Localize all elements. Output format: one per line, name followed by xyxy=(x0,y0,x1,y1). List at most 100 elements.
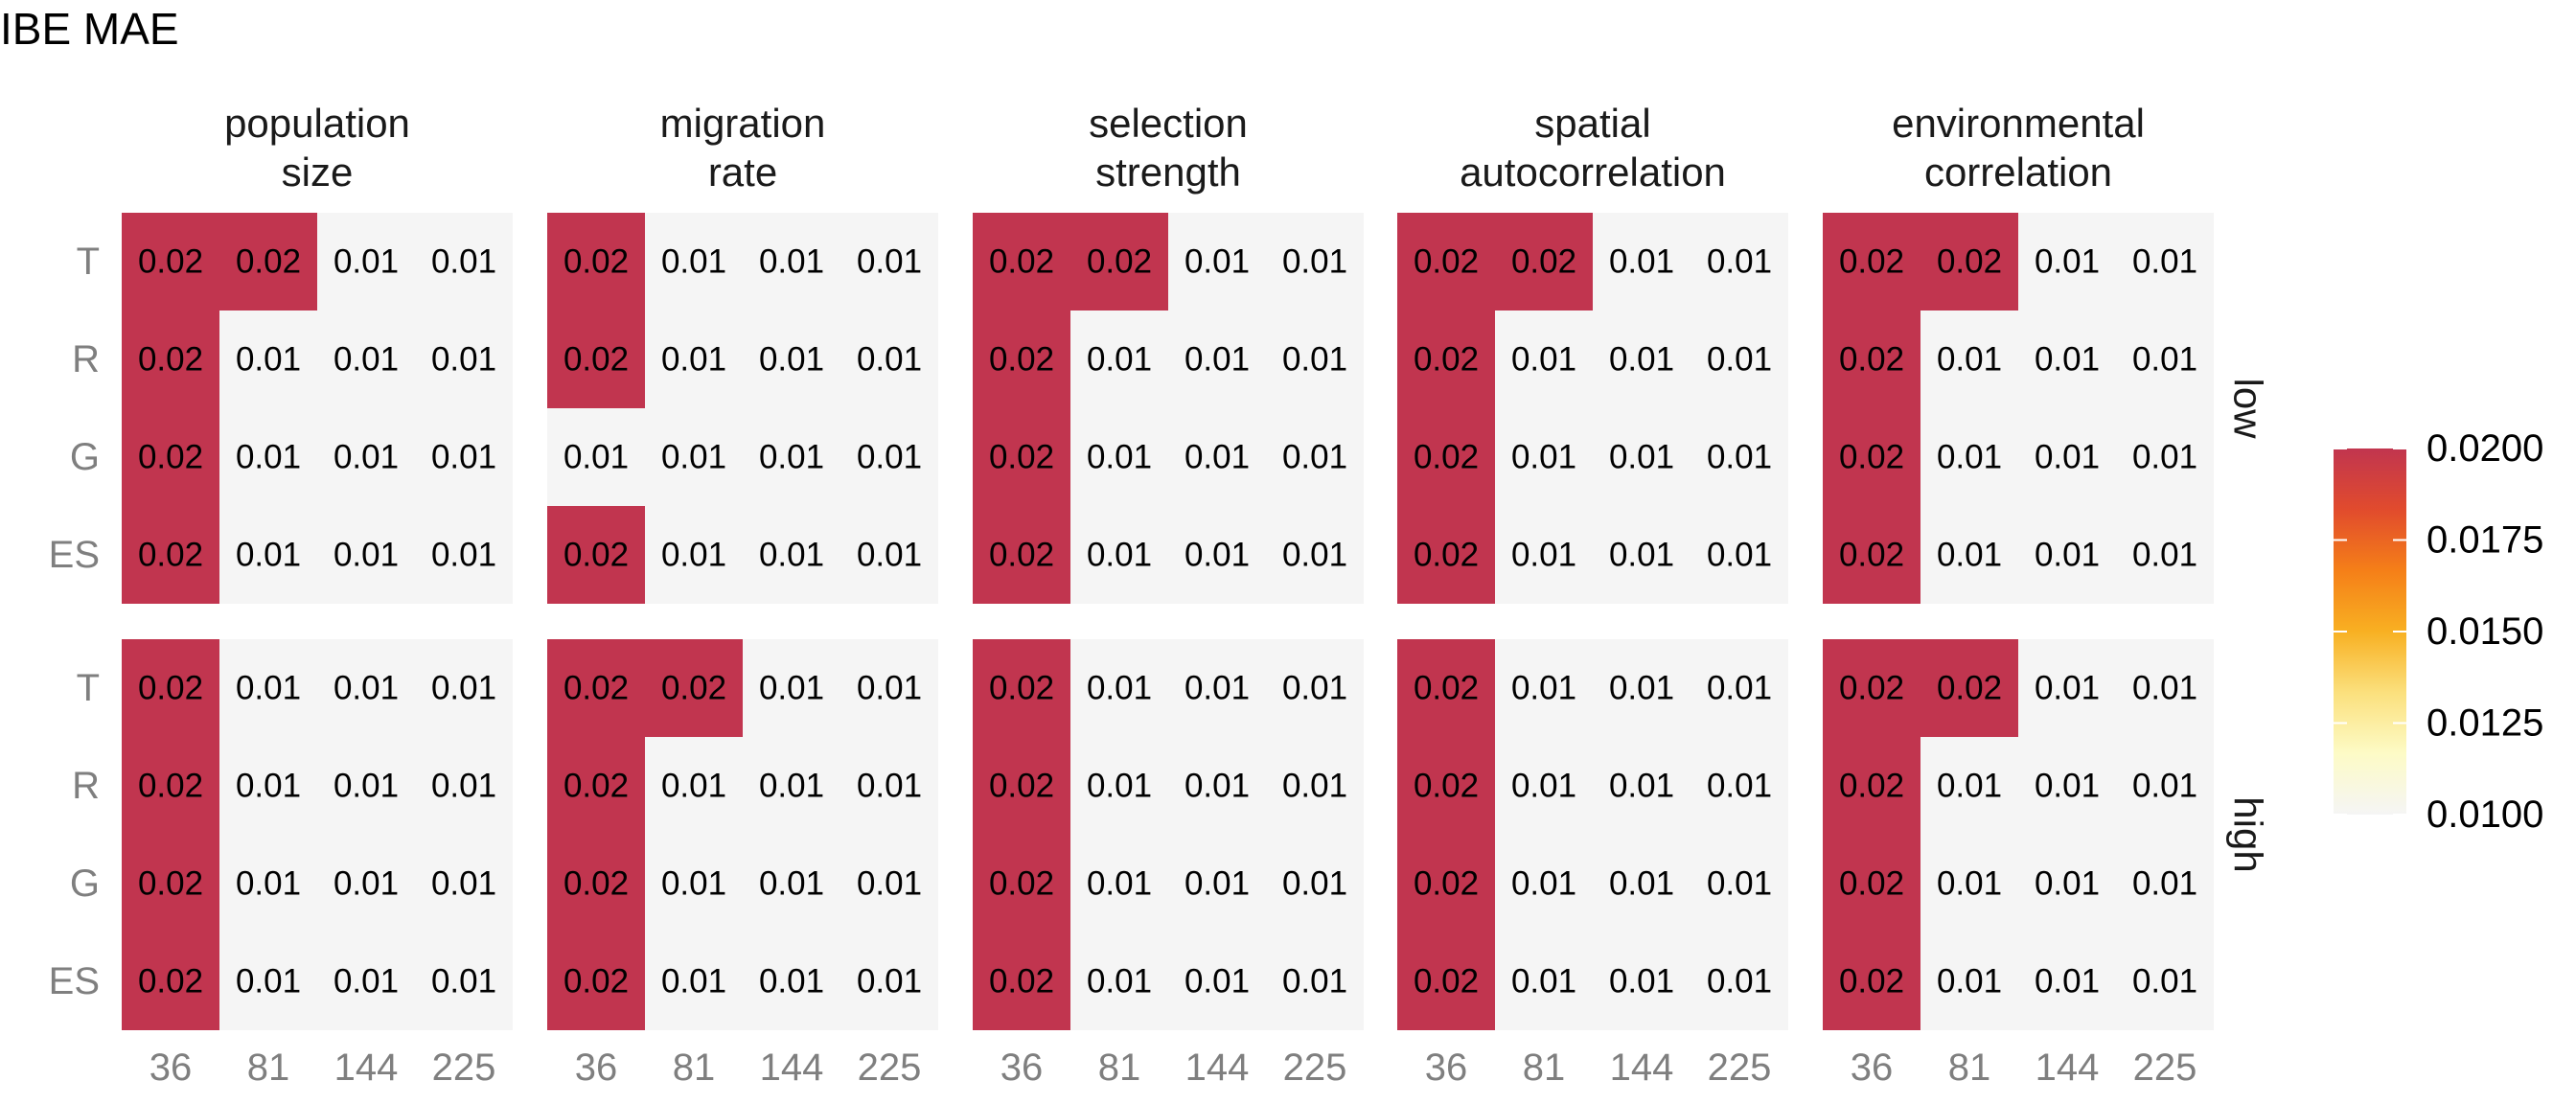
cell-value-label: 0.02 xyxy=(1414,768,1479,805)
heatmap-cell xyxy=(1168,408,1266,506)
cell-value-label: 0.02 xyxy=(989,243,1054,281)
heatmap-cell xyxy=(1823,310,1920,408)
heatmap-cell xyxy=(1397,737,1495,835)
heatmap-cell xyxy=(973,639,1070,737)
cell-value-label: 0.01 xyxy=(1937,768,2002,805)
cell-value-label: 0.01 xyxy=(2132,243,2197,281)
cell-value-label: 0.01 xyxy=(1937,341,2002,379)
heatmap-cell xyxy=(743,506,840,604)
cell-value-label: 0.01 xyxy=(431,537,496,574)
heatmap-cell xyxy=(743,835,840,932)
cell-value-label: 0.01 xyxy=(1087,537,1152,574)
cell-value-label: 0.02 xyxy=(138,963,203,1000)
heatmap-cell xyxy=(547,213,645,310)
cell-value-label: 0.02 xyxy=(1414,670,1479,707)
cell-value-label: 0.02 xyxy=(564,865,629,903)
x-tick-label-81: 81 xyxy=(673,1046,716,1089)
heatmap-cell xyxy=(547,506,645,604)
heatmap-cell xyxy=(1495,506,1593,604)
heatmap-cell xyxy=(2116,213,2214,310)
colorbar-label: 0.0175 xyxy=(2426,519,2543,562)
heatmap-cell xyxy=(317,310,415,408)
cell-value-label: 0.02 xyxy=(564,963,629,1000)
x-tick-label-144: 144 xyxy=(760,1046,824,1089)
heatmap-cell xyxy=(743,737,840,835)
cell-value-label: 0.01 xyxy=(2035,768,2100,805)
cell-value-label: 0.02 xyxy=(564,341,629,379)
cell-value-label: 0.01 xyxy=(334,865,399,903)
cell-value-label: 0.01 xyxy=(1707,865,1772,903)
heatmap-cell xyxy=(122,932,219,1030)
heatmap-cell xyxy=(1168,213,1266,310)
cell-value-label: 0.01 xyxy=(334,341,399,379)
heatmap-cell xyxy=(547,835,645,932)
cell-value-label: 0.02 xyxy=(989,963,1054,1000)
heatmap-cell xyxy=(1920,213,2018,310)
cell-value-label: 0.02 xyxy=(1511,243,1576,281)
heatmap-cell xyxy=(2116,408,2214,506)
x-tick-label-36: 36 xyxy=(1425,1046,1468,1089)
heatmap-cell xyxy=(1690,506,1788,604)
facet-row-label-low: low xyxy=(2226,378,2271,439)
cell-value-label: 0.01 xyxy=(2035,243,2100,281)
cell-value-label: 0.01 xyxy=(1282,243,1347,281)
cell-value-label: 0.01 xyxy=(1511,341,1576,379)
cell-value-label: 0.01 xyxy=(1282,963,1347,1000)
cell-value-label: 0.01 xyxy=(1184,963,1250,1000)
cell-value-label: 0.01 xyxy=(1609,537,1674,574)
x-tick-label-81: 81 xyxy=(1523,1046,1566,1089)
heatmap-cell xyxy=(1397,932,1495,1030)
heatmap-cell xyxy=(219,932,317,1030)
heatmap-cell xyxy=(1593,639,1690,737)
cell-value-label: 0.02 xyxy=(564,768,629,805)
cell-value-label: 0.01 xyxy=(1184,768,1250,805)
heatmap-cell xyxy=(547,932,645,1030)
cell-value-label: 0.01 xyxy=(2132,341,2197,379)
cell-value-label: 0.01 xyxy=(1511,670,1576,707)
cell-value-label: 0.01 xyxy=(1707,963,1772,1000)
x-tick-label-36: 36 xyxy=(1000,1046,1044,1089)
panel-population-size-low: 0.02 0.02 0.01 0.01 0.02 0.01 0.01 0.01 0.02 0.01… xyxy=(122,213,513,604)
cell-value-label: 0.01 xyxy=(857,865,922,903)
heatmap-cell xyxy=(317,737,415,835)
cell-value-label: 0.01 xyxy=(1609,243,1674,281)
heatmap-cell xyxy=(743,932,840,1030)
heatmap-cell xyxy=(317,835,415,932)
heatmap-cell xyxy=(1070,408,1168,506)
heatmap-cell xyxy=(1690,737,1788,835)
heatmap-cell xyxy=(2116,506,2214,604)
cell-value-label: 0.01 xyxy=(1511,865,1576,903)
cell-value-label: 0.01 xyxy=(1282,537,1347,574)
cell-value-label: 0.01 xyxy=(334,670,399,707)
cell-value-label: 0.01 xyxy=(1087,439,1152,476)
heatmap-cell xyxy=(645,310,743,408)
cell-value-label: 0.01 xyxy=(1282,439,1347,476)
cell-value-label: 0.01 xyxy=(1707,243,1772,281)
cell-value-label: 0.02 xyxy=(564,670,629,707)
heatmap-cell xyxy=(1920,506,2018,604)
panel-population-size-high: 0.02 0.01 0.01 0.01 0.02 0.01 0.01 0.01 0.02 0.01… xyxy=(122,639,513,1030)
cell-value-label: 0.02 xyxy=(1839,670,1904,707)
cell-value-label: 0.01 xyxy=(1087,865,1152,903)
heatmap-cell xyxy=(840,408,938,506)
x-tick-label-81: 81 xyxy=(1098,1046,1141,1089)
cell-value-label: 0.01 xyxy=(759,341,824,379)
cell-value-label: 0.01 xyxy=(857,670,922,707)
heatmap-cell xyxy=(1593,506,1690,604)
heatmap-cell xyxy=(1823,737,1920,835)
heatmap-cell xyxy=(1920,737,2018,835)
cell-value-label: 0.01 xyxy=(661,865,726,903)
facet-label-spatial-autocorrelation: spatial autocorrelation xyxy=(1460,101,1726,195)
heatmap-cell xyxy=(1823,639,1920,737)
heatmap-cell xyxy=(973,213,1070,310)
x-tick-label-144: 144 xyxy=(1610,1046,1674,1089)
heatmap-cell xyxy=(219,310,317,408)
heatmap-cell xyxy=(317,932,415,1030)
cell-value-label: 0.02 xyxy=(1414,243,1479,281)
panel-selection-strength-high: 0.02 0.01 0.01 0.01 0.02 0.01 0.01 0.01 0.02 0.01… xyxy=(973,639,1364,1030)
cell-value-label: 0.02 xyxy=(138,537,203,574)
heatmap-cell xyxy=(2018,639,2116,737)
cell-value-label: 0.02 xyxy=(989,670,1054,707)
panel-environmental-correlation-high: 0.02 0.02 0.01 0.01 0.02 0.01 0.01 0.01 0.02 0.01… xyxy=(1823,639,2214,1030)
heatmap-cell xyxy=(122,835,219,932)
